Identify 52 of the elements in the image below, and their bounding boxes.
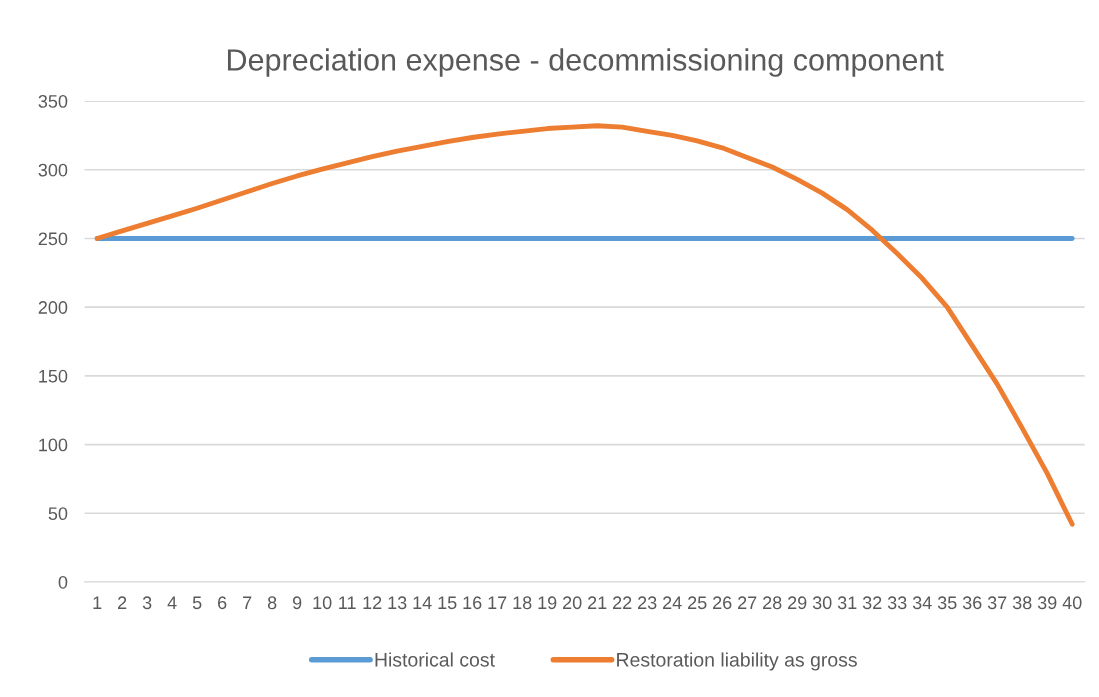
legend-label: Restoration liability as gross — [617, 652, 857, 671]
x-tick-label: 12 — [363, 596, 382, 609]
x-tick-label: 37 — [987, 596, 1007, 610]
x-tick-label: 30 — [812, 596, 832, 610]
x-tick-label: 32 — [862, 596, 882, 610]
x-tick-label: 15 — [438, 596, 457, 610]
x-tick-label: 23 — [638, 596, 657, 610]
x-tick-label: 21 — [588, 596, 607, 609]
x-tick-label: 38 — [1012, 596, 1032, 610]
x-tick-label: 39 — [1037, 596, 1057, 610]
x-tick-label: 35 — [937, 596, 957, 610]
x-tick-label: 16 — [463, 596, 482, 610]
x-tick-label: 34 — [912, 596, 932, 610]
x-tick-label: 25 — [688, 596, 707, 610]
x-tick-label: 33 — [887, 596, 907, 610]
x-tick-label: 14 — [413, 596, 432, 609]
x-tick-label: 13 — [388, 596, 407, 610]
y-tick-label: 50 — [48, 507, 68, 521]
x-tick-label: 4 — [167, 596, 177, 609]
chart-title: Depreciation expense - decommissioning component — [227, 48, 944, 77]
x-tick-label: 7 — [243, 596, 252, 609]
x-tick-label: 36 — [962, 596, 982, 610]
x-tick-label: 17 — [488, 596, 507, 609]
x-tick-label: 11 — [339, 596, 356, 609]
y-tick-label: 0 — [58, 575, 68, 589]
y-tick-label: 300 — [38, 163, 68, 177]
y-tick-label: 250 — [38, 232, 68, 246]
x-tick-label: 29 — [788, 596, 807, 610]
x-tick-label: 1 — [93, 596, 102, 609]
x-tick-label: 27 — [738, 596, 757, 609]
legend-label: Historical cost — [375, 652, 495, 667]
x-tick-label: 26 — [713, 596, 732, 610]
x-tick-label: 40 — [1062, 596, 1082, 610]
line-series — [94, 123, 1075, 527]
x-tick-label: 28 — [763, 596, 782, 610]
x-tick-label: 2 — [118, 596, 127, 609]
x-tick-label: 22 — [613, 596, 632, 609]
x-tick-label: 8 — [267, 596, 277, 610]
x-tick-label: 19 — [538, 596, 557, 610]
x-tick-label: 5 — [192, 596, 202, 610]
x-tick-label: 20 — [563, 596, 582, 610]
y-tick-label: 150 — [39, 369, 68, 383]
x-tick-label: 18 — [513, 596, 532, 610]
y-tick-label: 200 — [38, 301, 68, 314]
x-tick-label: 24 — [663, 596, 682, 609]
x-tick-label: 9 — [292, 596, 302, 610]
y-tick-label: 100 — [39, 438, 68, 452]
y-tick-label: 350 — [38, 95, 68, 108]
x-tick-label: 10 — [313, 596, 332, 610]
x-tick-label: 3 — [142, 596, 152, 610]
x-tick-label: 31 — [837, 596, 857, 610]
x-tick-label: 6 — [218, 596, 227, 610]
